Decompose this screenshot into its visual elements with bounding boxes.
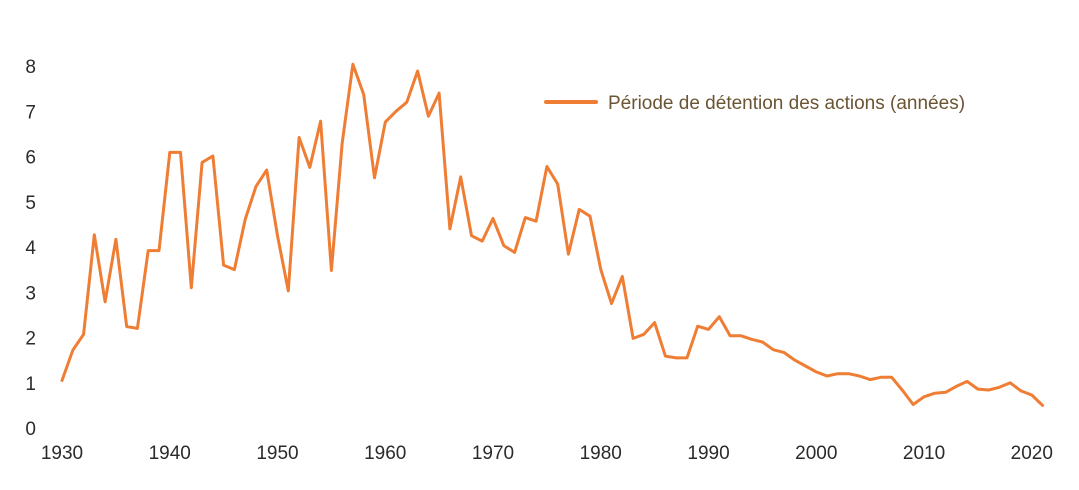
y-tick-label: 0: [25, 419, 36, 440]
series-layer: [60, 62, 1045, 407]
x-tick-label: 1930: [41, 443, 83, 464]
legend: Période de détention des actions (années…: [544, 93, 965, 114]
y-tick-label: 3: [25, 283, 36, 304]
y-tick-label: 4: [25, 238, 36, 259]
x-tick-label: 1980: [580, 443, 622, 464]
y-tick-label: 6: [25, 148, 36, 169]
y-tick-label: 2: [25, 329, 36, 350]
y-tick-label: 8: [25, 57, 36, 78]
y-axis: 0 1 2 3 4 5 6 7 8: [25, 57, 36, 440]
x-tick-label: 1990: [687, 443, 729, 464]
series-line: [60, 62, 1045, 407]
x-axis: 1930 1940 1950 1960 1970 1980 1990 2000 2010 2020: [41, 443, 1053, 464]
x-tick-label: 1960: [364, 443, 406, 464]
x-tick-label: 2000: [795, 443, 837, 464]
x-tick-label: 2010: [903, 443, 945, 464]
x-tick-label: 1970: [472, 443, 514, 464]
y-tick-label: 5: [25, 193, 36, 214]
y-tick-label: 7: [25, 102, 36, 123]
x-tick-label: 2020: [1011, 443, 1053, 464]
legend-label: Période de détention des actions (années…: [608, 93, 965, 114]
x-tick-label: 1940: [149, 443, 191, 464]
x-tick-label: 1950: [256, 443, 298, 464]
y-tick-label: 1: [25, 374, 36, 395]
